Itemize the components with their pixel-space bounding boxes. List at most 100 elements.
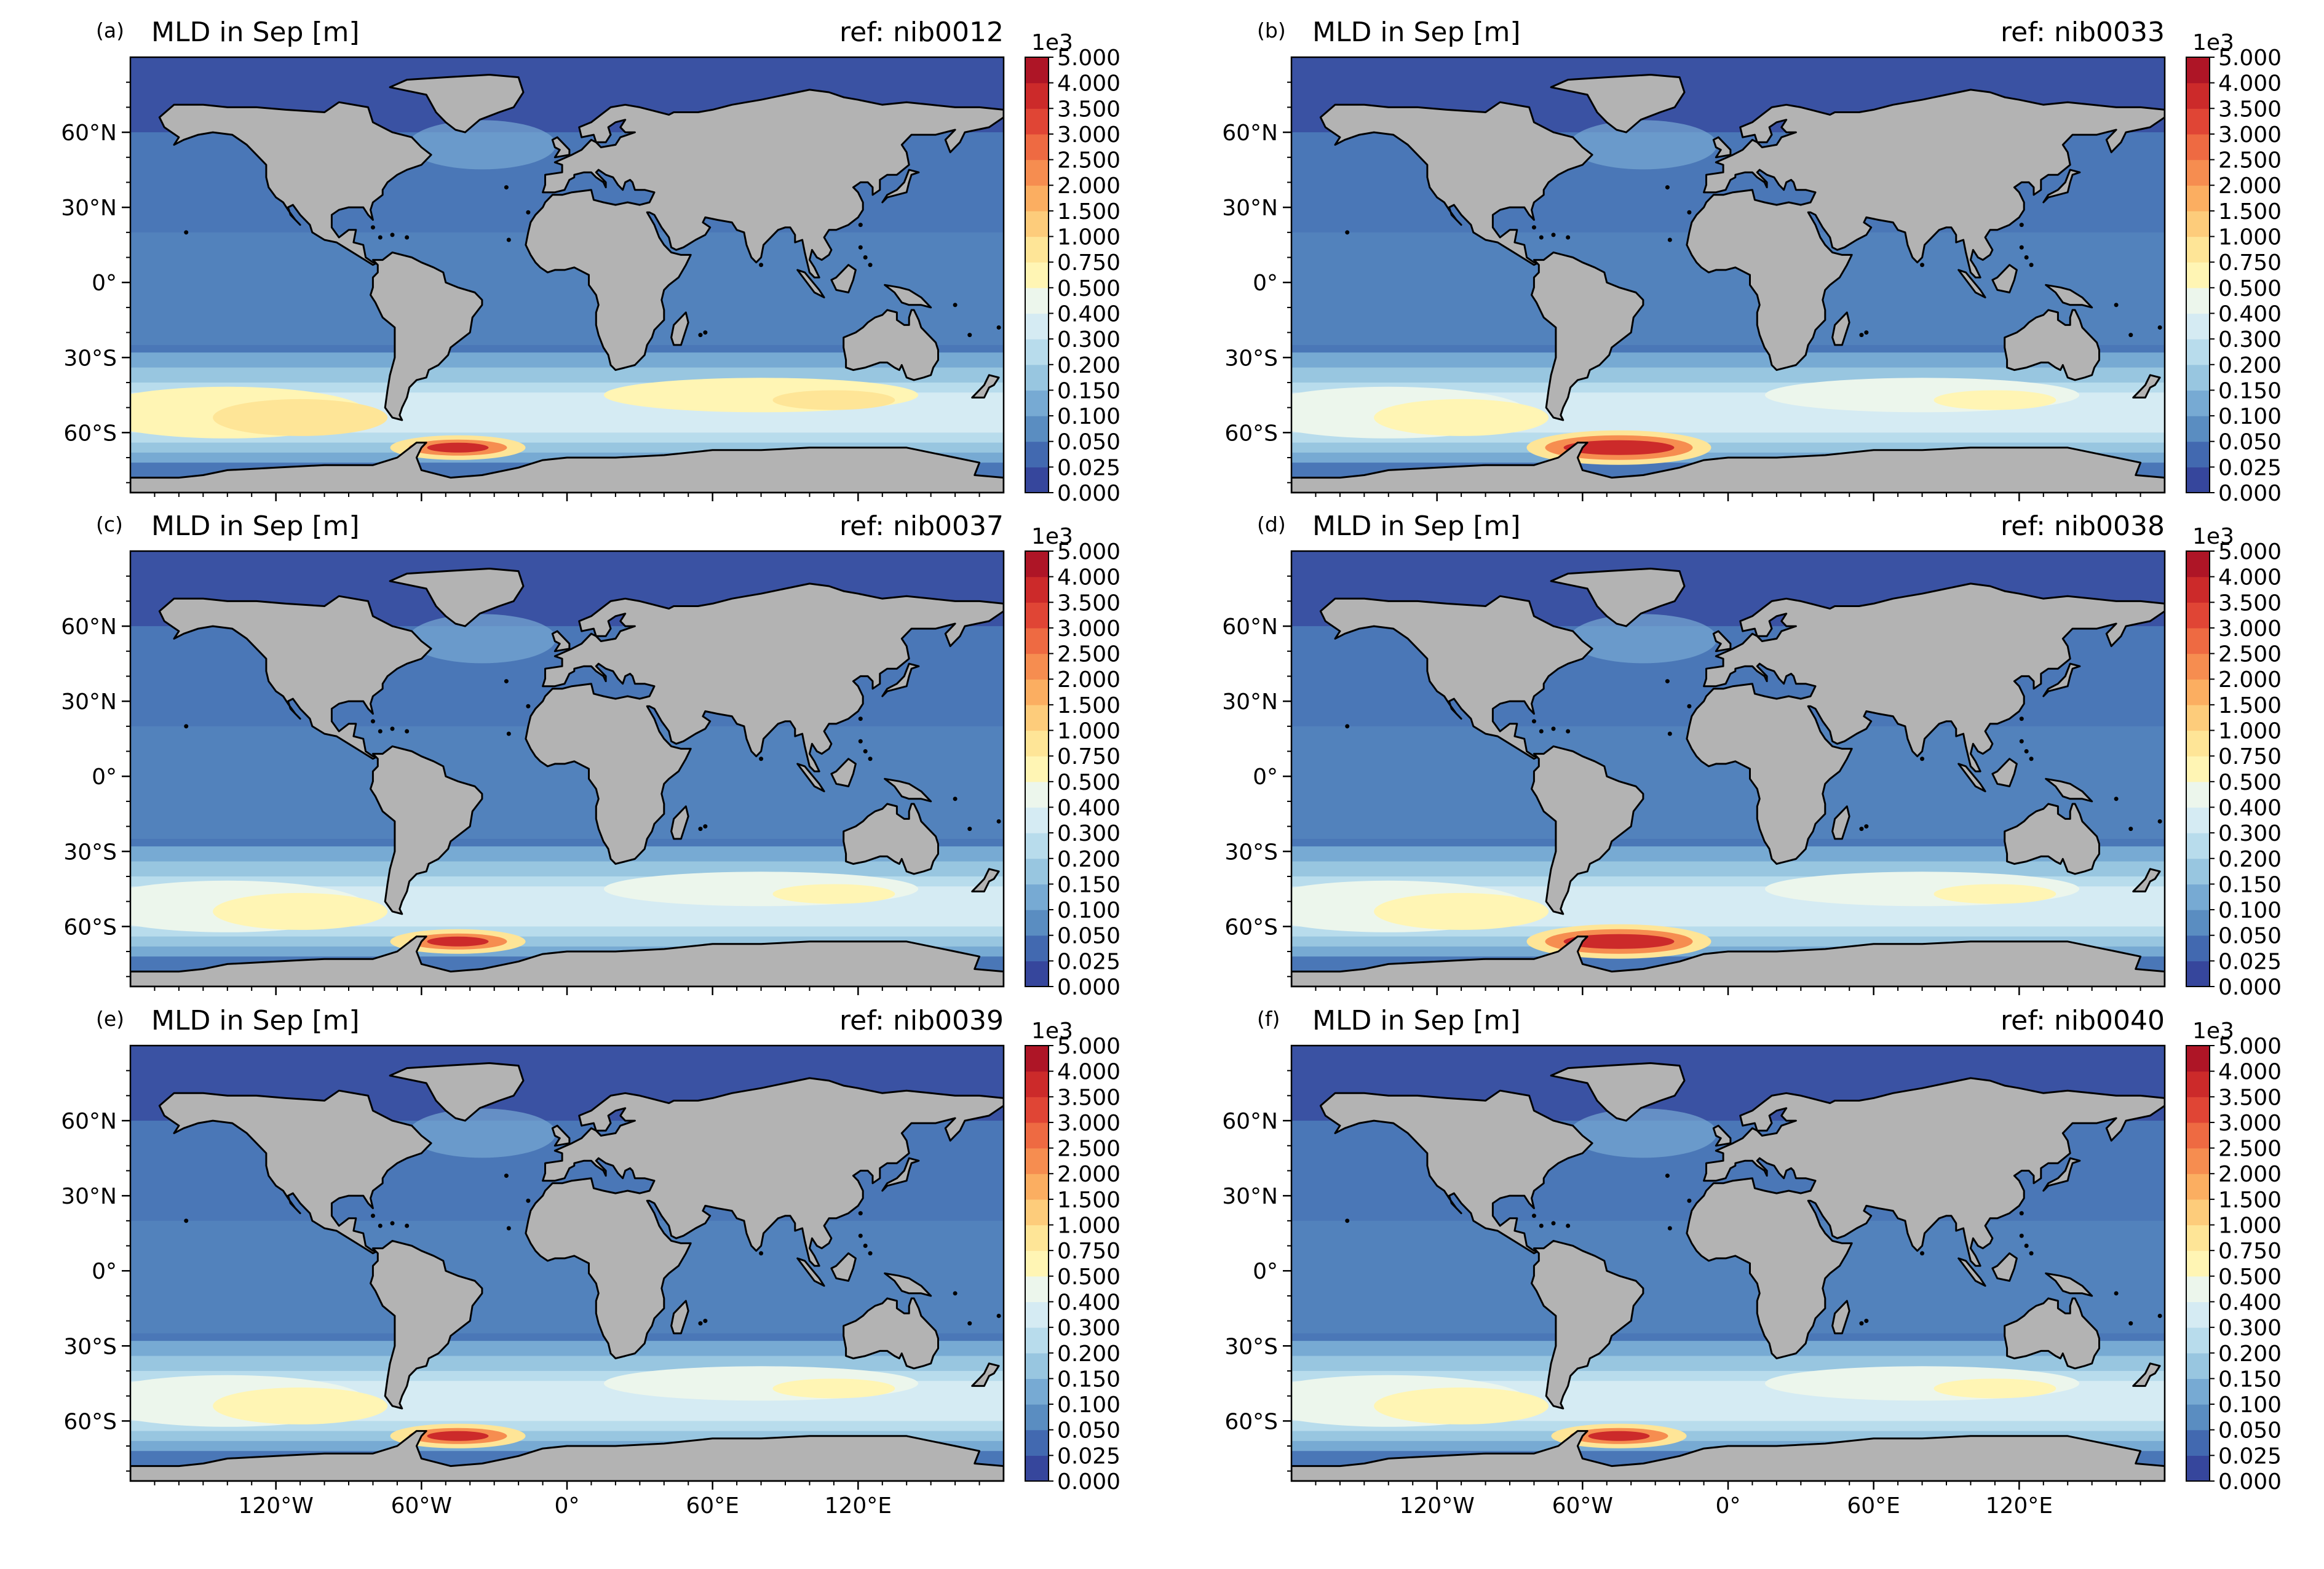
colorbar-tick: 0.300 [2218,1316,2282,1341]
lat-label: 30°N [61,1184,117,1209]
colorbar-segment [2186,551,2210,578]
colorbar-tick: 3.500 [2218,97,2282,122]
colorbar-tick: 1.000 [2218,1213,2282,1239]
colorbar-segment [2186,1225,2210,1251]
colorbar-segment [2186,313,2210,340]
colorbar-segment [1025,1327,1049,1354]
colorbar-segment [1025,756,1049,782]
colorbar-segment [2186,833,2210,859]
lon-label: 60°E [1847,1493,1900,1519]
colorbar-segment [1025,313,1049,340]
panel-letter: (e) [96,1007,124,1031]
landmass [130,1062,1004,1481]
colorbar-tick: 0.400 [2218,795,2282,820]
north-america-land [1319,595,1593,760]
colorbar-segment [2186,185,2210,212]
borneo-land [830,1252,857,1282]
new-guinea-land [2045,284,2093,309]
colorbar-segment [1025,627,1049,654]
colorbar-segment [2186,57,2210,84]
colorbar-segment [1025,833,1049,859]
south-america-land [1531,1239,1644,1410]
panel-ref: ref: nib0012 [839,17,1004,48]
lat-label: 0° [1253,1259,1278,1284]
map-panel-f: 60°N 30°N 0° 30°S 60°S 120°W 60°W 0° 60°E 120°E (f… [1222,1005,2282,1519]
australia-land [2004,1297,2100,1370]
colorbar-tick: 2.000 [1057,667,1120,693]
new-guinea-land [2045,1272,2093,1297]
colorbar-segment [1025,57,1049,84]
colorbar-segment [2186,653,2210,680]
madagascar-land [670,311,689,346]
colorbar-tick: 0.150 [2218,1367,2282,1392]
colorbar-tick: 0.200 [2218,353,2282,378]
antarctica-land [1291,442,2165,493]
mld-field [130,57,1004,493]
colorbar-tick: 0.300 [2218,327,2282,352]
greenland-land [1550,74,1686,133]
colorbar-segment [2186,1148,2210,1174]
borneo-land [1991,758,2018,787]
colorbar-tick: 2.000 [2218,1162,2282,1187]
colorbar-segment [2186,602,2210,629]
colorbar-tick: 0.000 [2218,975,2282,1000]
panel-ref: ref: nib0040 [2001,1005,2165,1036]
colorbar-segment [2186,1097,2210,1123]
panel-ref: ref: nib0039 [839,1005,1004,1036]
colorbar-segment [1025,82,1049,109]
australia-land [2004,803,2100,875]
colorbar-tick: 0.025 [1057,949,1120,974]
colorbar-tick: 3.500 [1057,97,1120,122]
colorbar-segment [2186,781,2210,808]
colorbar-segment [2186,756,2210,782]
map-panel-e: 60°N 30°N 0° 30°S 60°S 120°W 60°W 0° 60°E 120°E (e… [61,1005,1120,1519]
lat-label: 30°N [1222,1184,1278,1209]
mld-field [130,551,1004,987]
colorbar-tick: 0.200 [2218,847,2282,872]
new-zealand-land [971,374,1000,399]
great-britain-land [551,136,571,159]
south-america-land [370,1239,483,1410]
new-guinea-land [884,1272,932,1297]
colorbar-tick: 2.000 [2218,667,2282,693]
south-america-land [370,251,483,421]
lat-label: 30°S [63,346,117,371]
colorbar-segment [1025,807,1049,833]
colorbar-tick: 0.000 [2218,481,2282,506]
colorbar-tick: 5.000 [2218,539,2282,565]
colorbar-segment [1025,1122,1049,1149]
colorbar-segment [2186,1199,2210,1226]
great-britain-land [551,1124,571,1147]
colorbar-segment [1025,1455,1049,1482]
colorbar-tick: 0.050 [1057,1418,1120,1444]
colorbar-tick: 0.050 [2218,924,2282,949]
colorbar-tick: 0.200 [1057,1341,1120,1367]
colorbar-segment [1025,1071,1049,1097]
lat-label: 60°N [61,614,117,640]
mld-field [1291,551,2165,987]
colorbar-segment [2186,627,2210,654]
antarctica-land [1291,1430,2165,1481]
colorbar-tick: 0.025 [2218,455,2282,480]
colorbar-tick: 3.000 [2218,616,2282,642]
eurasia-africa-land [525,89,1004,371]
colorbar-segment [2186,467,2210,493]
landmass [1291,1062,2165,1481]
colorbar-tick: 0.000 [1057,975,1120,1000]
colorbar-tick: 0.300 [2218,821,2282,846]
colorbar-segment [2186,704,2210,731]
colorbar-segment [1025,653,1049,680]
antarctica-land [1291,935,2165,987]
japan-land [881,169,920,204]
antarctica-land [130,442,1004,493]
colorbar-segment [1025,1276,1049,1303]
sumatra-land [1957,1257,1986,1287]
colorbar-tick: 5.000 [1057,1034,1120,1059]
colorbar-multiplier: 1e3 [2192,30,2234,55]
eurasia-africa-land [1686,1077,2165,1360]
antarctica-land [130,1430,1004,1481]
madagascar-land [670,805,689,840]
japan-land [2042,169,2081,204]
colorbar-segment [2186,679,2210,705]
colorbar-tick: 0.100 [2218,404,2282,429]
